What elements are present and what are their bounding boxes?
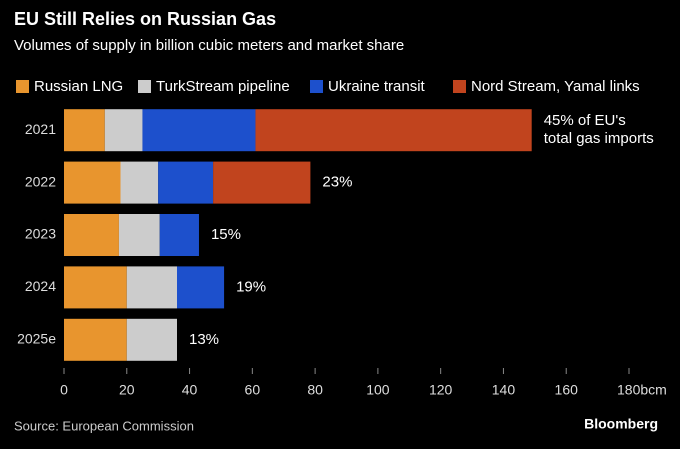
- x-tick-label: 0: [60, 382, 68, 398]
- bar-segment: [64, 161, 121, 204]
- bar-segment: [64, 318, 127, 361]
- bar-segment: [126, 266, 177, 309]
- legend-swatch: [310, 80, 323, 93]
- x-tick-label: 40: [182, 382, 198, 398]
- brand: Bloomberg: [584, 416, 658, 432]
- chart-subtitle: Volumes of supply in billion cubic meter…: [14, 37, 404, 54]
- y-tick-label: 2022: [25, 173, 56, 189]
- legend-label: Ukraine transit: [328, 78, 426, 95]
- x-tick-label: 60: [245, 382, 261, 398]
- bar-segment: [126, 318, 177, 361]
- annotation: total gas imports: [544, 130, 654, 147]
- annotation: 45% of EU's: [544, 112, 626, 129]
- bar-segment: [142, 109, 256, 152]
- bar-segment: [64, 214, 119, 256]
- chart-title: EU Still Relies on Russian Gas: [14, 9, 276, 29]
- bar-segment: [159, 214, 199, 256]
- bar-segment: [158, 161, 214, 204]
- bar-segment: [255, 109, 532, 152]
- x-tick-label: 120: [429, 382, 453, 398]
- legend-label: Nord Stream, Yamal links: [471, 78, 640, 95]
- bar-segment: [213, 161, 311, 204]
- legend-label: TurkStream pipeline: [156, 78, 290, 95]
- x-tick-label: 180bcm: [617, 382, 667, 398]
- bar-segment: [120, 161, 159, 204]
- x-tick-label: 140: [492, 382, 516, 398]
- annotation: 13%: [189, 331, 219, 348]
- y-tick-label: 2021: [25, 121, 56, 137]
- source: Source: European Commission: [14, 418, 194, 433]
- annotation: 23%: [322, 174, 352, 191]
- legend-label: Russian LNG: [34, 78, 123, 95]
- annotation: 19%: [236, 278, 266, 295]
- x-tick-label: 80: [307, 382, 323, 398]
- legend-swatch: [453, 80, 466, 93]
- x-tick-label: 100: [366, 382, 390, 398]
- legend-swatch: [16, 80, 29, 93]
- annotation: 15%: [211, 226, 241, 243]
- bar-segment: [64, 266, 127, 309]
- x-tick-label: 20: [119, 382, 135, 398]
- bar-segment: [118, 214, 160, 256]
- y-tick-label: 2024: [25, 278, 56, 294]
- y-tick-label: 2023: [25, 226, 56, 242]
- bar-segment: [104, 109, 143, 152]
- bar-segment: [177, 266, 225, 309]
- y-tick-label: 2025e: [17, 331, 56, 347]
- legend-swatch: [138, 80, 151, 93]
- bar-segment: [64, 109, 105, 152]
- x-tick-label: 160: [555, 382, 579, 398]
